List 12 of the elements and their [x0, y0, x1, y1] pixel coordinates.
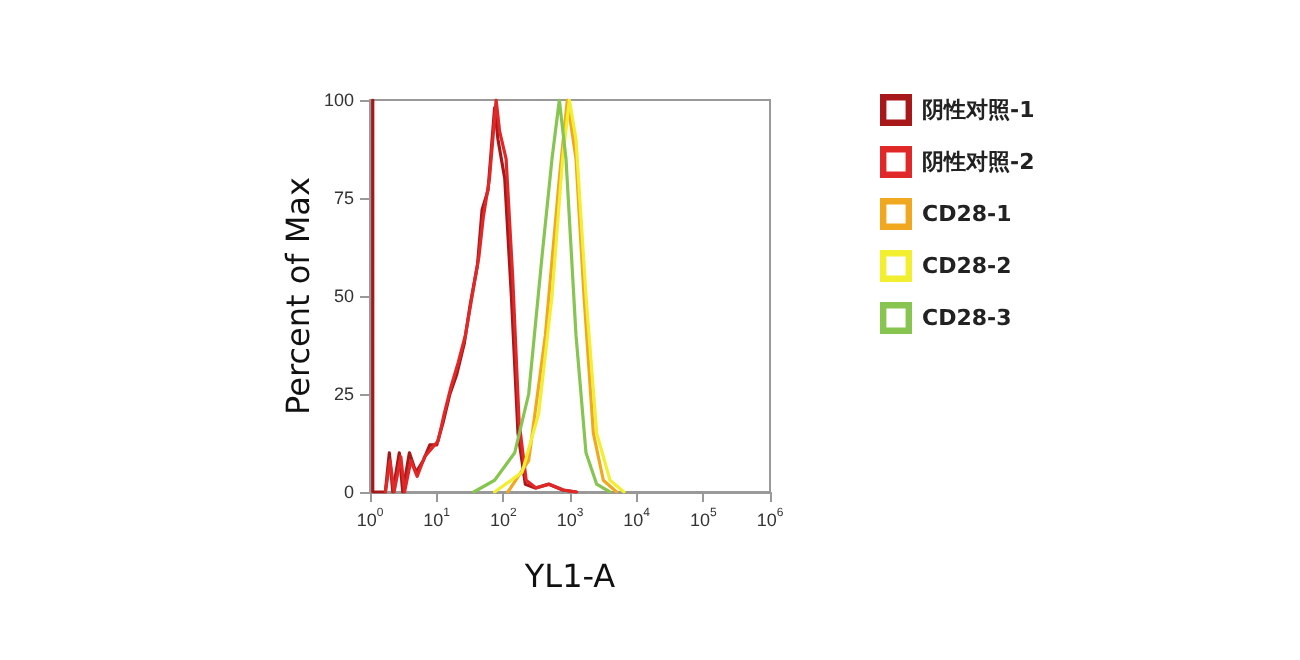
- legend-label: 阴性对照-1: [922, 97, 1035, 123]
- y-axis-title: Percent of Max: [279, 177, 317, 415]
- legend-label: CD28-3: [922, 305, 1012, 331]
- legend-label: CD28-1: [922, 201, 1012, 227]
- y-tick-label: 50: [333, 286, 354, 306]
- y-tick-label: 100: [323, 90, 354, 110]
- x-axis-title: YL1-A: [522, 557, 616, 595]
- y-tick-label: 75: [333, 188, 354, 208]
- legend-label: CD28-2: [922, 253, 1012, 279]
- y-tick-label: 0: [343, 482, 354, 502]
- y-tick-label: 25: [333, 384, 354, 404]
- legend-label: 阴性对照-2: [922, 149, 1035, 175]
